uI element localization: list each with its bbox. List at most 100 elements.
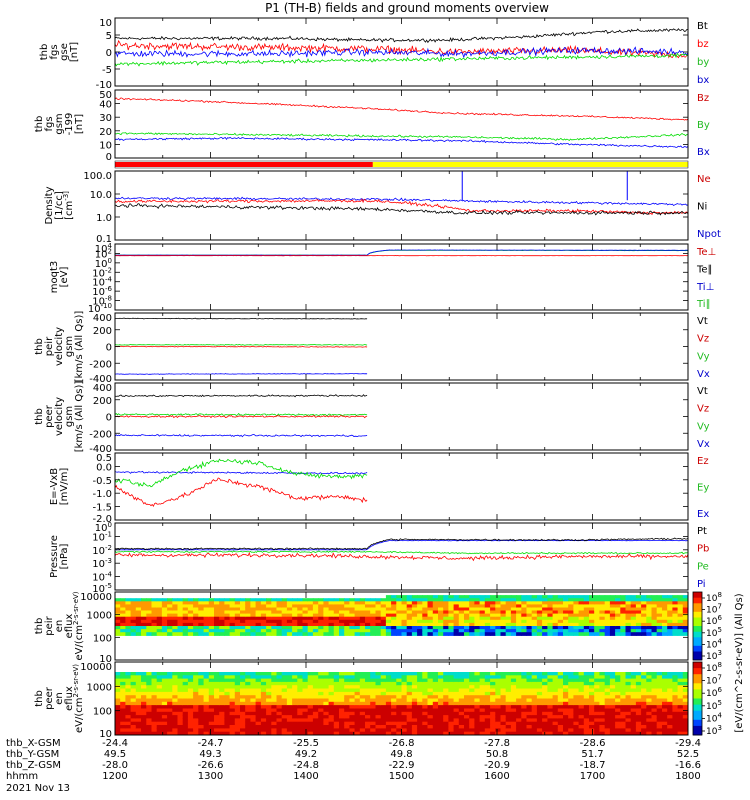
panel-efield: 0.50.0 -0.5 -1.0 -1.5-2.0 E=-VxB [mV/m] Ez Ey Ex (49, 452, 709, 525)
ytick-label: -0.5 (92, 476, 112, 487)
legend-temperature-2: Ti⊥ (696, 282, 714, 293)
ytick-label: 102 (95, 247, 112, 260)
colorbar-tick: 107 (706, 674, 722, 687)
colorbar-tick: 105 (706, 699, 722, 712)
legend-density-2: Npot (697, 229, 721, 240)
xaxis-value: -28.0 (102, 760, 128, 771)
xaxis-value: -25.5 (293, 738, 319, 749)
xaxis-value: 51.7 (581, 749, 603, 760)
xaxis-value: -18.7 (580, 760, 606, 771)
xaxis-value: -28.6 (580, 738, 606, 749)
ylabel-line: [nT] (69, 42, 80, 62)
ytick-label: 104 (95, 242, 113, 255)
ytick-label: 5 (106, 31, 112, 42)
series-peir_velocity-0 (115, 317, 368, 320)
ylabel-line: thb (34, 408, 45, 425)
colorbar-label: [eV/(cm^2-s-sr-eV)] (All Qs) (734, 593, 745, 732)
ytick-label: 10-2 (92, 544, 112, 557)
xaxis-value: 1200 (102, 771, 127, 782)
ylabel-peir_velocity: thb peir velocity gsm [km/s (All Qs)] (34, 311, 85, 383)
xaxis-value: 52.5 (677, 749, 699, 760)
legend-efield-2: Ex (697, 509, 709, 520)
xaxis-value: 49.8 (390, 749, 412, 760)
legend-fgs_gsm-1: By (697, 120, 710, 131)
colorbar-tick: 108 (706, 591, 722, 604)
ytick-label: 10 (99, 140, 112, 151)
ylabel-line: [km/s (All Qs)] (74, 381, 85, 453)
series-peer_velocity-3 (115, 434, 368, 438)
panel-peer_velocity: 400 200 0 -200 -400 thb peer velocity gsm [km/s (… (34, 381, 710, 455)
series-efield-1 (115, 458, 368, 488)
series-pressure-2 (115, 539, 688, 551)
colorbar-tick: 106 (706, 614, 722, 627)
legend-pressure-1: Pb (697, 544, 709, 555)
xaxis-row-label: hhmm (6, 771, 38, 782)
ytick-label: 10 (99, 18, 112, 29)
panel-fgs: 10 5 0 -5 -10 thb fgs gse [nT] Bt bz by bx (39, 17, 709, 91)
panel-peir_velocity: 400 200 0 -200 -400 thb peir velocity gsm [km/s (… (34, 311, 710, 385)
colorbar-tick: 104 (706, 711, 722, 724)
ytick-label: 400 (93, 313, 112, 324)
ytick-label: 10-1 (92, 530, 112, 543)
legend-peir_velocity-2: Vy (697, 351, 710, 362)
ylabel-line: velocity (54, 397, 65, 436)
ytick-label: 1.0 (96, 213, 112, 224)
series-peir_velocity-2 (115, 345, 368, 348)
xaxis-value: 49.2 (295, 749, 317, 760)
xaxis-value: -27.8 (484, 738, 510, 749)
ylabel-line: thb (34, 338, 45, 355)
ylabel-line: eV/(cm2-s-sr-eV) (72, 591, 85, 660)
series-pressure-3 (115, 537, 688, 551)
legend-pressure-0: Pt (697, 526, 707, 537)
series-density-2 (115, 203, 688, 216)
legend-efield-1: Ey (697, 483, 709, 494)
legend-peer_velocity-2: Vy (697, 421, 710, 432)
xaxis-value: -29.4 (675, 738, 701, 749)
ylabel-line: gsm (54, 113, 65, 134)
ylabel-line: peir (44, 615, 55, 635)
ytick-label: 200 (93, 396, 112, 407)
ytick-label: 10-2 (92, 266, 112, 279)
ylabel-line: gsm (64, 406, 75, 427)
ytick-label: -200 (89, 359, 112, 370)
legend-peer_velocity-3: Vx (697, 439, 710, 450)
colorbar-tick: 104 (706, 637, 722, 650)
mode-bar (114, 160, 689, 169)
spectrogram-peir_spec (115, 595, 688, 636)
figure-title: P1 (TH-B) fields and ground moments over… (265, 1, 549, 15)
series-fgs_gsm-0 (115, 97, 688, 121)
ylabel-line: fgs (44, 116, 55, 131)
legend-peir_velocity-0: Vt (697, 316, 708, 327)
xaxis-value: 1400 (293, 771, 318, 782)
ytick-label: -1.0 (92, 489, 112, 500)
ylabel-line: thb (34, 618, 45, 635)
ylabel-fgs_gsm: thb fgs gsm -199 [nT] (34, 113, 85, 136)
legend-temperature-0: Te⊥ (696, 247, 716, 258)
xaxis-value: -24.8 (293, 760, 319, 771)
ylabel-line: -199 (64, 113, 75, 136)
ytick-label: 100 (95, 257, 112, 270)
ylabel-peer_spec: thb peer en eflux eV/(cm2-s-sr-eV) (34, 664, 85, 733)
series-fgs-3 (115, 52, 688, 67)
legend-density-0: Ne (697, 174, 711, 185)
ytick-label: -2.0 (92, 514, 112, 525)
ylabel-line: [nPa] (59, 543, 70, 569)
ylabel-line: thb (34, 690, 45, 707)
ytick-label: 20 (99, 127, 112, 138)
legend-temperature-1: Te∥ (696, 264, 713, 275)
ylabel-line: peir (44, 336, 55, 356)
series-pressure-0 (115, 550, 688, 555)
ylabel-temperature: moqt3 [eV] (49, 261, 70, 294)
series-density-0 (115, 196, 688, 207)
ylabel-density: Density [1/cc] [cm-3] (44, 186, 75, 224)
xaxis-row-label: thb_X-GSM (6, 738, 61, 749)
xaxis-value: -24.7 (198, 738, 224, 749)
xaxis-value: 50.8 (486, 749, 508, 760)
series-density-1 (115, 198, 688, 216)
series-fgs-0 (115, 28, 688, 44)
ytick-label: -10 (96, 80, 112, 91)
